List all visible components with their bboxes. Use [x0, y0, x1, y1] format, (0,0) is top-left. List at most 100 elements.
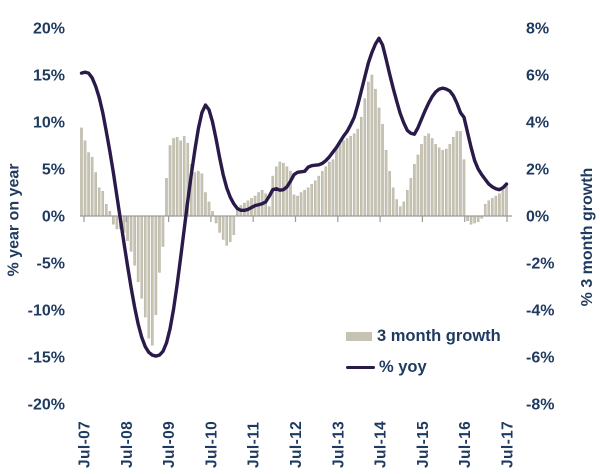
bar [487, 200, 491, 217]
x-tick-label: Jul-11 [246, 422, 263, 468]
x-tick-label: Jul-07 [77, 421, 94, 468]
y-tick-label-right: -8% [526, 397, 554, 414]
bar [182, 135, 186, 217]
bar [310, 184, 314, 217]
bar [172, 138, 175, 217]
bar [328, 161, 331, 217]
y-tick-label-right: 0% [526, 209, 549, 226]
bar [395, 199, 399, 217]
bar [197, 171, 200, 217]
bar [87, 152, 90, 217]
x-tick-label: Jul-16 [457, 421, 474, 468]
bar [501, 189, 505, 217]
bar [161, 215, 165, 247]
legend: 3 month growth % yoy [346, 327, 501, 389]
bar [140, 215, 144, 299]
bar [498, 193, 501, 217]
bar [388, 171, 391, 217]
y-tick-label-left: -5% [37, 256, 65, 273]
bar [483, 204, 487, 217]
bar [204, 192, 207, 217]
y-tick-label-left: 10% [33, 115, 65, 132]
bar [175, 137, 179, 217]
bar [264, 193, 267, 217]
x-tick-label: Jul-14 [373, 421, 390, 468]
bar [413, 164, 416, 217]
right-axis-title: % 3 month growth [579, 167, 596, 307]
bar [420, 144, 423, 217]
y-tick-label-right: -4% [526, 303, 554, 320]
bar [444, 148, 448, 217]
bar-swatch-icon [346, 332, 372, 341]
y-tick-label-left: 0% [42, 209, 65, 226]
bar [335, 147, 338, 217]
bar [133, 215, 136, 266]
bar [345, 138, 349, 217]
bar [437, 147, 441, 217]
bar [271, 175, 275, 217]
bar [367, 81, 370, 217]
bar [306, 187, 310, 217]
bar [434, 144, 437, 217]
bar [115, 215, 119, 230]
bar [94, 172, 97, 217]
y-tick-label-left: -10% [28, 303, 65, 320]
bar [97, 187, 101, 217]
bar [409, 178, 413, 217]
bar [352, 133, 356, 217]
bar [416, 154, 420, 217]
x-tick-label: Jul-17 [500, 421, 517, 468]
bar [377, 107, 381, 217]
legend-item-3-month-growth: 3 month growth [346, 327, 501, 346]
x-tick-label: Jul-10 [203, 421, 220, 468]
bar [112, 215, 115, 225]
bar [374, 88, 377, 217]
y-tick-label-right: 6% [526, 68, 549, 85]
y-tick-label-left: 5% [42, 162, 65, 179]
bar [317, 175, 321, 217]
bar [207, 201, 211, 217]
bar [267, 206, 271, 217]
bar [221, 215, 225, 240]
bar [459, 131, 462, 217]
bar [473, 215, 476, 224]
bar [165, 178, 168, 217]
bar [158, 215, 161, 273]
bar [356, 128, 360, 217]
bar [211, 211, 214, 217]
bar [384, 149, 388, 217]
legend-item-yoy: % yoy [346, 358, 501, 377]
bar [455, 131, 459, 217]
bar [427, 133, 430, 217]
bar [363, 98, 367, 217]
left-axis-title: % year on year [5, 163, 23, 277]
bar [108, 211, 112, 217]
bar [228, 215, 232, 243]
y-tick-label-left: -20% [28, 397, 65, 414]
bar [147, 215, 151, 339]
bar [313, 180, 317, 217]
bar [370, 74, 374, 217]
y-tick-label-right: 4% [526, 115, 549, 132]
line-swatch-icon [346, 365, 375, 370]
bar [381, 124, 384, 217]
y-tick-label-right: -2% [526, 256, 554, 273]
bar [398, 206, 402, 217]
x-tick-label: Jul-15 [415, 421, 432, 468]
bar [154, 215, 158, 315]
bar [324, 166, 328, 217]
bar [151, 215, 154, 346]
yoy-line [79, 36, 509, 358]
bar [476, 215, 480, 223]
bar [448, 144, 452, 217]
bar [505, 185, 508, 217]
bar [402, 201, 406, 217]
bar [349, 135, 352, 217]
x-tick-label: Jul-13 [330, 421, 347, 468]
y-tick-label-left: 20% [33, 21, 65, 38]
bar [296, 195, 299, 217]
y-tick-label-right: 2% [526, 162, 549, 179]
bar [452, 137, 455, 217]
bar [462, 159, 466, 217]
